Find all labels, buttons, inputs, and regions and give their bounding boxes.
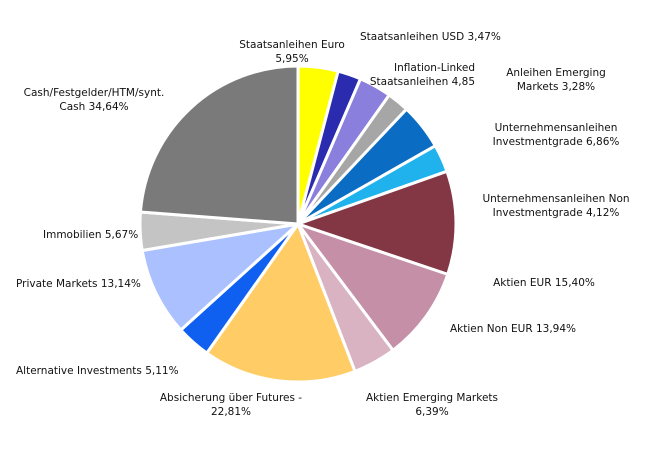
pie-slice [205, 222, 357, 384]
slice-label: Absicherung über Futures - 22,81% [160, 392, 302, 418]
slice-label-line: Unternehmensanleihen [495, 122, 618, 134]
slice-label: Unternehmensanleihen Non Investmentgrade … [482, 193, 629, 219]
slice-label: Cash/Festgelder/HTM/synt. Cash 34,64% [24, 87, 165, 113]
slice-label-line: Investmentgrade 6,86% [493, 136, 620, 148]
slice-label: Anleihen Emerging Markets 3,28% [506, 67, 606, 93]
slice-label-line: Staatsanleihen Euro [239, 39, 345, 51]
slice-label-line: Inflation-Linked [394, 62, 475, 74]
slice-label-line: Aktien EUR 15,40% [493, 277, 595, 289]
slice-label-line: Anleihen Emerging [506, 67, 606, 79]
slice-label-line: Aktien Emerging Markets [366, 392, 498, 404]
slice-label-line: Absicherung über Futures - [160, 392, 302, 404]
pie-slice [140, 222, 300, 332]
slice-label-line: Alternative Investments 5,11% [16, 365, 179, 377]
slice-label: Immobilien 5,67% [43, 229, 138, 241]
slice-label-line: Immobilien 5,67% [43, 229, 138, 241]
slice-label-line: Staatsanleihen USD 3,47% [360, 31, 501, 43]
slice-label: Staatsanleihen USD 3,47% [360, 31, 501, 43]
slice-label-line: Investmentgrade 4,12% [493, 207, 620, 219]
slice-label-line: Unternehmensanleihen Non [482, 193, 629, 205]
slice-label: Inflation-Linked Staatsanleihen 4,85 [370, 62, 475, 88]
slice-label: Unternehmensanleihen Investmentgrade 6,86… [493, 122, 620, 148]
pie-slice [138, 64, 300, 226]
slice-label: Staatsanleihen Euro 5,95% [239, 39, 345, 65]
pie-slices [138, 64, 458, 384]
slice-label-line: 6,39% [415, 406, 448, 418]
slice-label-line: Aktien Non EUR 13,94% [450, 323, 576, 335]
slice-label-line: 5,95% [275, 53, 308, 65]
slice-label: Alternative Investments 5,11% [16, 365, 179, 377]
slice-label-line: Cash/Festgelder/HTM/synt. [24, 87, 165, 99]
slice-label-line: Cash 34,64% [59, 101, 128, 113]
slice-label: Aktien EUR 15,40% [493, 277, 595, 289]
slice-labels: Staatsanleihen Euro 5,95% Staatsanleihen U… [16, 31, 630, 418]
pie-slice [296, 169, 458, 276]
pie-slice [296, 222, 450, 352]
slice-label: Private Markets 13,14% [16, 278, 141, 290]
slice-label-line: Staatsanleihen 4,85 [370, 76, 475, 88]
slice-label-line: Markets 3,28% [517, 81, 595, 93]
slice-label-line: 22,81% [211, 406, 251, 418]
slice-label: Aktien Emerging Markets 6,39% [366, 392, 498, 418]
slice-label-line: Private Markets 13,14% [16, 278, 141, 290]
slice-label: Aktien Non EUR 13,94% [450, 323, 576, 335]
